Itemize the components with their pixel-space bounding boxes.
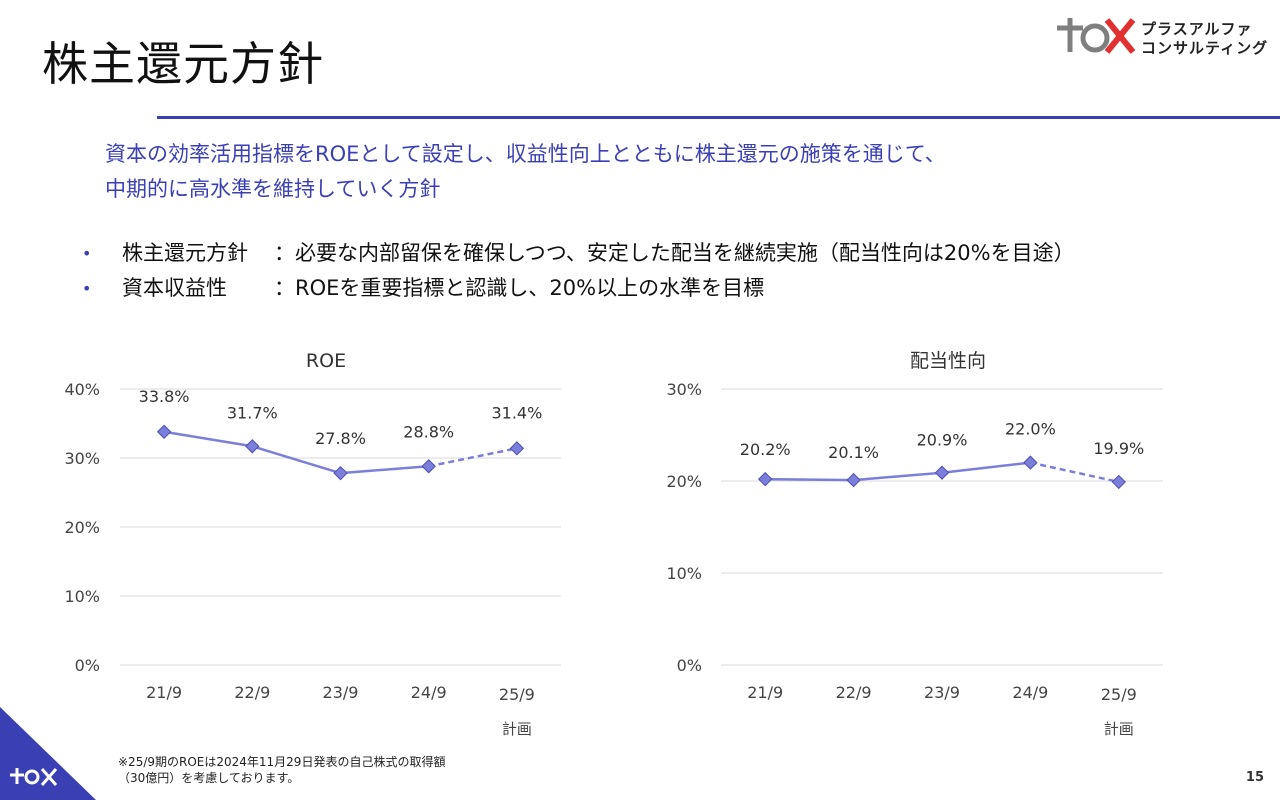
data-point-marker [156, 424, 172, 439]
y-tick-label: 40% [64, 380, 100, 399]
x-tick-label: 21/9 [146, 683, 182, 702]
series-segment [340, 465, 429, 475]
data-label: 31.7% [227, 403, 278, 422]
x-tick-sublabel: 計画 [1104, 720, 1134, 738]
series-segment [941, 461, 1031, 474]
data-point-marker [1023, 455, 1038, 470]
lead-statement: 資本の効率活用指標をROEとして設定し、収益性向上とともに株主還元の施策を通じて… [105, 137, 946, 207]
logo-text-line2: コンサルティング [1141, 39, 1269, 57]
corner-decoration [0, 707, 96, 800]
y-tick-label: 0% [75, 656, 100, 675]
data-label: 22.0% [1005, 420, 1056, 439]
bullet-text: ：ROEを重要指標と認識し、20%以上の水準を目標 [274, 276, 765, 300]
page-title: 株主還元方針 [42, 37, 324, 91]
bullet-item: • 資本収益性 ：ROEを重要指標と認識し、20%以上の水準を目標 [82, 271, 1075, 306]
logo-text-line1: プラスアルファ [1141, 20, 1253, 38]
page-number: 15 [1245, 770, 1264, 785]
x-tick-label: 25/9 [499, 685, 535, 704]
x-tick-sublabel: 計画 [502, 720, 532, 738]
company-logo: プラスアルファ コンサルティング [1055, 14, 1269, 64]
y-tick-label: 0% [677, 656, 702, 675]
lead-line-2: 中期的に高水準を維持していく方針 [105, 177, 441, 201]
x-tick-label: 24/9 [1012, 683, 1048, 702]
bullet-key: 株主還元方針 [122, 241, 248, 265]
x-tick-label: 24/9 [411, 683, 447, 702]
data-label: 31.4% [491, 403, 542, 422]
data-label: 20.2% [740, 440, 791, 459]
y-tick-label: 10% [666, 564, 702, 583]
data-point-marker [1111, 474, 1127, 490]
footnote: ※25/9期のROEは2024年11月29日発表の自己株式の取得額 （30億円）… [118, 754, 445, 786]
y-tick-label: 30% [64, 449, 100, 468]
data-point-marker [421, 459, 436, 474]
x-tick-label: 22/9 [836, 683, 872, 702]
data-label: 19.9% [1093, 439, 1144, 458]
series-segment [765, 477, 854, 482]
bullet-key: 資本収益性 [122, 276, 227, 300]
logo-mark-icon [1057, 18, 1136, 54]
series-segment-forecast [428, 447, 518, 468]
chart-title: ROE [306, 350, 346, 372]
y-tick-label: 10% [64, 587, 100, 606]
data-label: 20.9% [917, 431, 968, 450]
data-label: 33.8% [139, 387, 190, 406]
x-tick-label: 22/9 [234, 683, 270, 702]
data-point-marker [509, 441, 525, 456]
bullet-dot-icon: • [82, 244, 92, 263]
bullet-text: ：必要な内部留保を確保しつつ、安定した配当を継続実施（配当性向は20%を目途） [274, 241, 1075, 265]
lead-line-1: 資本の効率活用指標をROEとして設定し、収益性向上とともに株主還元の施策を通じて… [105, 142, 946, 166]
y-tick-label: 30% [666, 380, 702, 399]
footnote-line-2: （30億円）を考慮しております。 [118, 771, 300, 785]
data-point-marker [934, 465, 950, 480]
y-tick-label: 20% [64, 518, 100, 537]
x-tick-label: 25/9 [1101, 685, 1137, 704]
series-segment [251, 445, 341, 475]
x-tick-label: 23/9 [924, 683, 960, 702]
data-label: 20.1% [828, 443, 879, 462]
y-tick-label: 20% [666, 472, 702, 491]
data-point-marker [846, 472, 861, 488]
data-point-marker [333, 465, 348, 481]
bullet-dot-icon: • [82, 279, 92, 298]
data-point-marker [245, 439, 260, 454]
x-tick-label: 23/9 [323, 683, 359, 702]
data-label: 27.8% [315, 429, 366, 448]
series-segment-forecast [1030, 461, 1120, 484]
series-segment [163, 430, 253, 448]
corner-logo-icon [10, 768, 58, 786]
data-point-marker [757, 471, 773, 487]
footnote-line-1: ※25/9期のROEは2024年11月29日発表の自己株式の取得額 [118, 755, 446, 769]
title-underline [157, 116, 1280, 119]
policy-bullets: • 株主還元方針 ：必要な内部留保を確保しつつ、安定した配当を継続実施（配当性向は… [82, 236, 1075, 306]
chart-title: 配当性向 [910, 350, 986, 372]
bullet-item: • 株主還元方針 ：必要な内部留保を確保しつつ、安定した配当を継続実施（配当性向は… [82, 236, 1075, 271]
data-label: 28.8% [403, 422, 454, 441]
series-segment [853, 471, 943, 482]
x-tick-label: 21/9 [747, 683, 783, 702]
